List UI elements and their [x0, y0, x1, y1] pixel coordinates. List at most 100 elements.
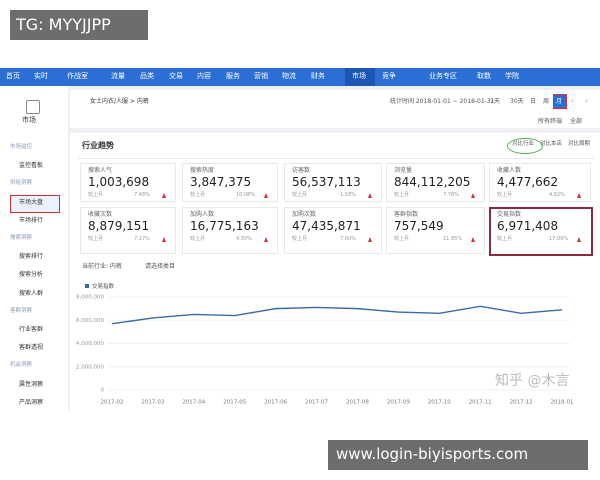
kpi-value: 844,112,205 [394, 175, 471, 189]
kpi-compare-label: 较上月 [190, 192, 206, 198]
kpi-card[interactable] [80, 207, 176, 254]
kpi-compare-label: 较上月 [497, 236, 513, 242]
nav-item[interactable]: 作战室 [67, 72, 88, 80]
kpi-label: 加购人数 [190, 211, 215, 218]
prev-button[interactable]: ‹ [571, 97, 574, 105]
kpi-compare-label: 较上月 [394, 192, 410, 198]
nav-item[interactable]: 交易 [169, 72, 183, 80]
nav-item[interactable]: 品类 [140, 72, 154, 80]
kpi-card[interactable] [182, 207, 278, 254]
kpi-compare-label: 较上月 [497, 192, 513, 198]
legend-label: 交易指数 [92, 282, 115, 290]
kpi-value: 757,549 [394, 219, 444, 233]
nav-item[interactable]: 服务 [226, 72, 240, 80]
kpi-compare-label: 较上月 [394, 236, 410, 242]
compare-link[interactable]: 对比行业 [512, 141, 535, 147]
x-tick-label: 2017-12 [510, 400, 533, 406]
y-tick-label: 6,000,000 [76, 318, 104, 324]
kpi-card[interactable] [386, 207, 485, 254]
period-button[interactable]: 日 [530, 98, 537, 105]
nav-item[interactable]: 流量 [111, 72, 125, 80]
x-tick-label: 2017-05 [223, 400, 246, 406]
kpi-card[interactable] [489, 163, 591, 202]
category-select[interactable]: 请选择类目 [145, 263, 176, 270]
kpi-change: 7.17% [134, 236, 150, 242]
sidebar-title: 市场 [22, 116, 36, 124]
nav-active [345, 68, 375, 86]
sidebar-item[interactable]: 市场排行 [19, 216, 44, 224]
nav-item[interactable]: 业务专区 [429, 72, 457, 80]
kpi-arrow [577, 193, 581, 198]
kpi-value: 6,971,408 [497, 219, 559, 233]
x-tick-label: 2017-03 [141, 400, 164, 406]
kpi-card[interactable] [284, 163, 382, 202]
kpi-compare-label: 较上月 [88, 192, 104, 198]
kpi-card[interactable] [284, 207, 382, 254]
nav-item[interactable]: 内容 [197, 72, 211, 80]
period-button[interactable]: 月 [556, 98, 563, 105]
nav-item[interactable]: 营销 [254, 72, 268, 80]
next-button[interactable]: › [585, 97, 588, 105]
trend-panel [70, 133, 600, 410]
nav-item[interactable]: 财务 [311, 72, 325, 80]
kpi-change: 7.60% [340, 236, 356, 242]
scope-select[interactable]: 全部 [570, 118, 583, 125]
x-tick-label: 2017-09 [387, 400, 410, 406]
kpi-compare-label: 较上月 [292, 236, 308, 242]
compare-link[interactable]: 对比周期 [568, 141, 591, 147]
sidebar-item[interactable]: 产品洞察 [19, 398, 44, 406]
y-tick-label: 2,000,000 [76, 364, 104, 370]
kpi-card[interactable] [182, 163, 278, 202]
kpi-card[interactable] [489, 207, 593, 256]
sidebar-item[interactable]: 监控看板 [19, 162, 44, 170]
kpi-value: 3,847,375 [190, 175, 252, 189]
sidebar-item[interactable]: 搜索人群 [19, 289, 44, 297]
kpi-change: 7.78% [443, 192, 459, 198]
kpi-change: 4.30% [236, 236, 252, 242]
highlight-circle [507, 138, 543, 154]
period-active [553, 94, 567, 109]
x-tick-label: 2017-11 [469, 400, 492, 406]
compare-link[interactable]: 对比本店 [540, 141, 563, 147]
nav-item[interactable]: 实时 [34, 72, 48, 80]
kpi-change: 4.82% [549, 192, 565, 198]
period-button[interactable]: 周 [543, 98, 550, 105]
sidebar-item[interactable]: 行业客群 [19, 326, 44, 333]
breadcrumb[interactable]: 女士内衣/人服 > 内裤 [90, 98, 149, 105]
kpi-change: 1.58% [340, 192, 356, 198]
kpi-card[interactable] [386, 163, 485, 202]
period-button[interactable]: 30天 [510, 98, 524, 105]
device-select[interactable]: 所有终端 [538, 118, 563, 125]
kpi-value: 8,879,151 [88, 219, 150, 233]
kpi-compare-label: 较上月 [190, 236, 206, 242]
x-tick-label: 2017-06 [264, 400, 287, 406]
x-tick-label: 2017-02 [101, 400, 124, 406]
market-icon [26, 100, 40, 114]
nav-item[interactable]: 取数 [477, 72, 491, 80]
kpi-card[interactable] [80, 163, 176, 202]
x-tick-label: 2017-08 [346, 400, 369, 406]
watermark: 知乎 @木言 [495, 373, 570, 389]
nav-item[interactable]: 竞争 [382, 72, 396, 80]
kpi-value: 56,537,113 [292, 175, 361, 189]
sidebar-heading: 客群洞察 [10, 307, 33, 314]
sidebar-item[interactable]: 市场大盘 [19, 198, 44, 206]
kpi-compare-label: 较上月 [88, 236, 104, 242]
nav-item[interactable]: 学院 [505, 72, 519, 80]
kpi-change: 11.65% [443, 236, 463, 242]
nav-item[interactable]: 市场 [352, 72, 366, 80]
sidebar-item[interactable]: 搜索分析 [19, 271, 44, 279]
nav-item[interactable]: 首页 [6, 72, 20, 80]
kpi-value: 1,003,698 [88, 175, 150, 189]
sidebar-item[interactable]: 属性洞察 [19, 380, 44, 388]
period-button[interactable]: 7天 [490, 98, 500, 105]
sidebar-item[interactable]: 客群透视 [19, 344, 44, 352]
x-tick-label: 2017-04 [182, 400, 205, 406]
overlay-text: www.login-biyisports.com [336, 445, 529, 463]
selected-box [10, 194, 60, 213]
nav-item[interactable]: 物流 [282, 72, 296, 80]
sidebar-item[interactable]: 搜索排行 [19, 253, 44, 261]
divider [78, 158, 594, 159]
panel-title: 行业趋势 [82, 141, 114, 150]
